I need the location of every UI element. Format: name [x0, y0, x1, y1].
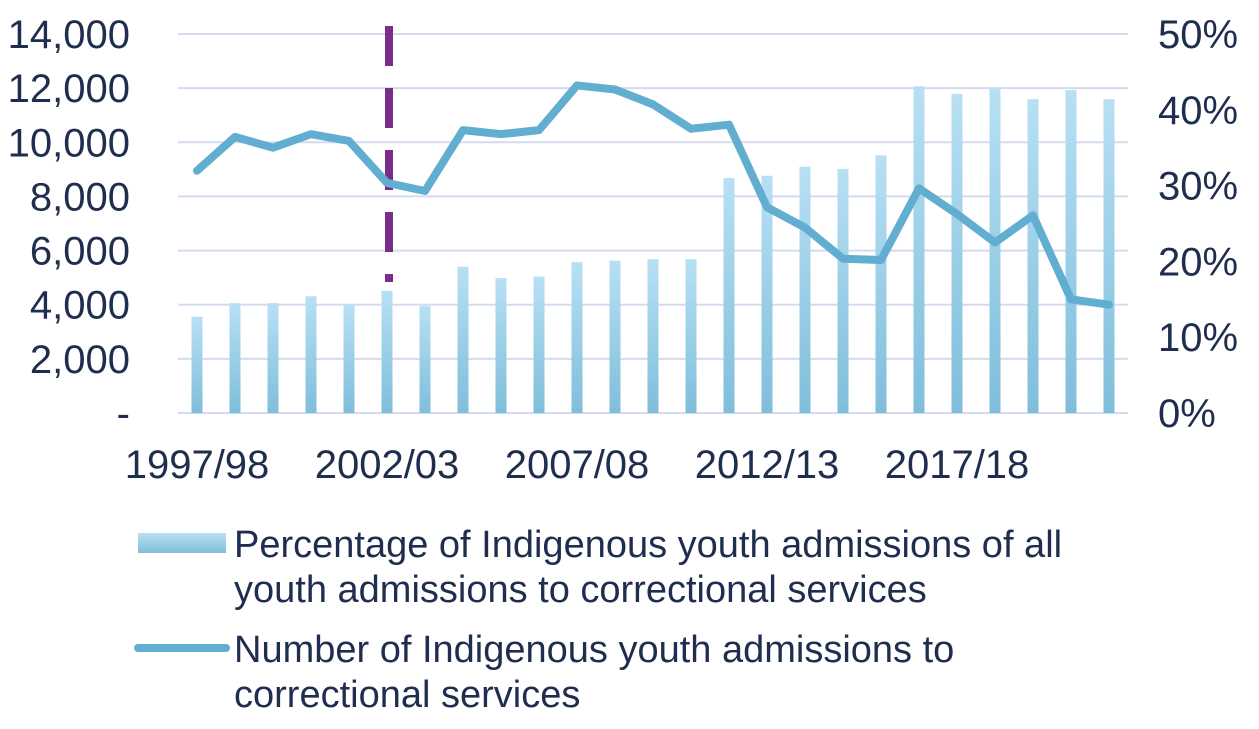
legend-bar-swatch — [138, 533, 226, 553]
legend-item-bar[interactable]: Percentage of Indigenous youth admission… — [138, 524, 1062, 611]
bar — [343, 304, 355, 413]
y-right-tick-label: 0% — [1158, 392, 1216, 436]
bar — [1065, 90, 1077, 413]
left-axis: - 2,000 4,000 6,000 8,000 10,000 12,000 14,000 — [8, 13, 130, 436]
bar — [533, 276, 545, 413]
bar — [305, 296, 317, 413]
bar — [875, 155, 887, 413]
bar-series — [191, 86, 1115, 414]
y-left-tick-label: 4,000 — [30, 284, 130, 328]
right-axis: 0% 10% 20% 30% 40% 50% — [1158, 13, 1238, 436]
line-series — [193, 81, 1113, 309]
legend-bar-label-line2: youth admissions to correctional service… — [234, 569, 927, 611]
bar — [419, 306, 431, 413]
bar — [723, 178, 735, 413]
y-right-tick-label: 40% — [1158, 89, 1238, 133]
x-tick-label: 2012/13 — [695, 443, 840, 487]
bar — [381, 290, 393, 413]
legend: Percentage of Indigenous youth admission… — [134, 524, 1062, 716]
bar — [685, 259, 697, 413]
bar — [191, 316, 203, 413]
bar — [1027, 99, 1039, 414]
bar — [1103, 99, 1115, 414]
y-right-tick-label: 30% — [1158, 165, 1238, 209]
legend-item-line[interactable]: Number of Indigenous youth admissions to… — [134, 629, 954, 716]
legend-line-label-line1: Number of Indigenous youth admissions to — [234, 629, 954, 671]
y-left-tick-label: 8,000 — [30, 175, 130, 219]
legend-line-label-line2: correctional services — [234, 674, 580, 716]
bar — [951, 93, 963, 414]
bar — [267, 303, 279, 413]
y-left-tick-label: 14,000 — [8, 13, 130, 57]
bar — [799, 166, 811, 413]
bar — [837, 168, 849, 413]
x-axis: 1997/98 2002/03 2007/08 2012/13 2017/18 — [125, 443, 1030, 487]
y-left-tick-label: 2,000 — [30, 338, 130, 382]
legend-bar-label-line1: Percentage of Indigenous youth admission… — [234, 524, 1062, 566]
bar — [913, 86, 925, 413]
y-left-tick-label: 6,000 — [30, 230, 130, 274]
bar — [457, 266, 469, 413]
y-left-tick-label: 10,000 — [8, 121, 130, 165]
x-tick-label: 2007/08 — [505, 443, 650, 487]
y-right-tick-label: 10% — [1158, 316, 1238, 360]
bar — [229, 303, 241, 413]
bar — [989, 88, 1001, 414]
y-right-tick-label: 20% — [1158, 240, 1238, 284]
bar — [495, 278, 507, 413]
line-path — [193, 81, 1113, 309]
x-tick-label: 2002/03 — [315, 443, 460, 487]
bar — [571, 262, 583, 413]
bar — [609, 260, 621, 413]
x-tick-label: 2017/18 — [885, 443, 1030, 487]
x-tick-label: 1997/98 — [125, 443, 270, 487]
y-left-tick-label: 12,000 — [8, 67, 130, 111]
bar — [647, 259, 659, 413]
y-right-tick-label: 50% — [1158, 13, 1238, 57]
y-left-tick-label: - — [117, 392, 130, 436]
bar — [761, 175, 773, 413]
